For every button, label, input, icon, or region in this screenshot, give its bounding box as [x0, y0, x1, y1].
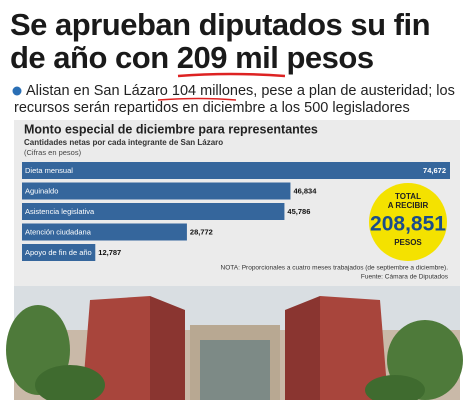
subheadline: recursos serán repartidos en diciembre a… — [14, 100, 410, 116]
headline: Se aprueban diputados su fin — [10, 7, 430, 42]
headline: de año con 209 mil pesos — [10, 40, 374, 75]
source: Fuente: Cámara de Diputados — [361, 274, 449, 281]
bar — [22, 244, 96, 261]
value-label: 28,772 — [190, 227, 213, 236]
value-label: 74,672 — [423, 166, 446, 175]
chart-subtitle: Cantidades netas por cada integrante de … — [24, 138, 223, 147]
value-label: 46,834 — [293, 186, 317, 195]
total-caption: A RECIBIR — [388, 201, 429, 210]
chart-title: Monto especial de diciembre para represe… — [24, 122, 318, 136]
value-label: 45,786 — [287, 207, 310, 216]
category-label: Aguinaldo — [25, 186, 58, 195]
category-label: Dieta mensual — [25, 166, 73, 175]
footnote: NOTA: Proporcionales a cuatro meses trab… — [221, 265, 449, 272]
underline — [157, 97, 237, 101]
total-unit: PESOS — [394, 238, 422, 247]
bar — [22, 162, 450, 179]
category-label: Atención ciudadana — [25, 227, 92, 236]
total-value: 208,851 — [370, 213, 446, 236]
bar — [22, 182, 291, 200]
bar — [22, 203, 285, 220]
total-badge — [369, 183, 447, 261]
subheadline: Alistan en San Lázaro 104 millones, pese… — [26, 83, 455, 99]
bullet — [12, 86, 22, 96]
photo — [6, 286, 463, 405]
value-label: 12,787 — [98, 248, 121, 257]
category-label: Apoyo de fin de año — [25, 248, 92, 257]
category-label: Asistencia legislativa — [25, 207, 95, 216]
units-note: (Cifras en pesos) — [24, 148, 82, 157]
total-caption: TOTAL — [395, 192, 421, 201]
bar — [22, 223, 187, 241]
chart: Monto especial de diciembre para represe… — [22, 122, 450, 281]
underline — [177, 72, 286, 78]
